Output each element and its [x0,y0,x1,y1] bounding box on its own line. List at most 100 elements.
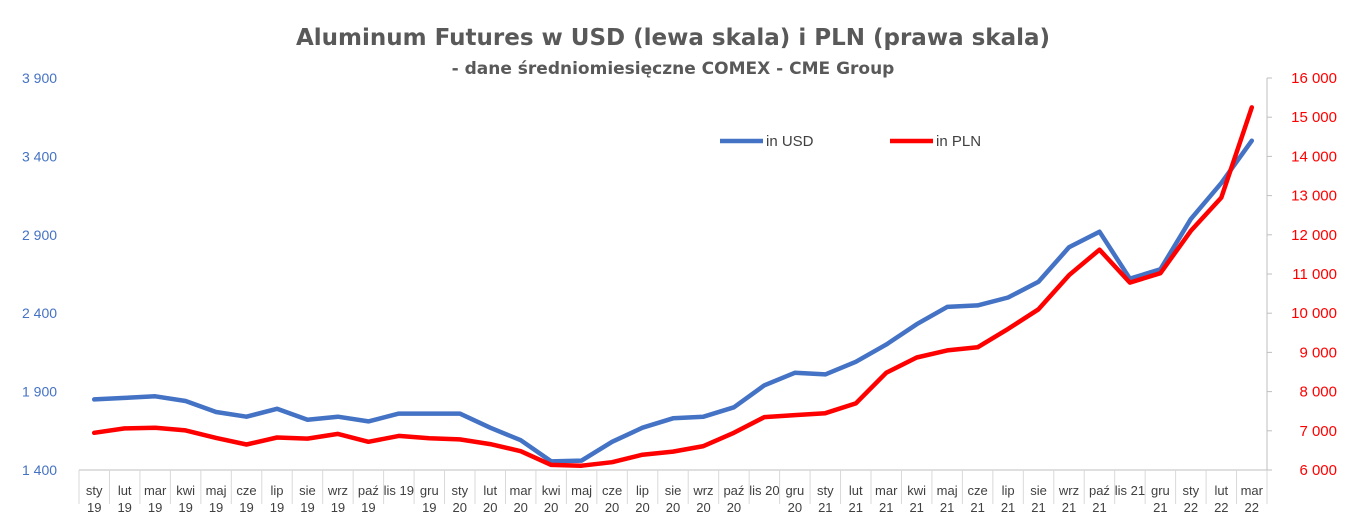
x-tick-label-year: 21 [940,500,954,515]
y-right-tick-label: 8 000 [1299,384,1337,401]
x-tick-label-year: 20 [453,500,467,515]
legend: in USD in PLN [720,133,981,150]
x-tick-label: lut [118,483,132,498]
x-tick-label: wrz [692,483,713,498]
x-tick-label-year: 22 [1245,500,1259,515]
x-tick-label: sty [86,483,103,498]
y-right-tick-label: 16 000 [1291,70,1337,87]
y-left-tick-label: 3 400 [22,148,57,164]
x-tick-label: lut [1214,483,1228,498]
x-tick-label: lip [270,483,283,498]
x-tick-label-year: 20 [788,500,802,515]
x-tick-label: sie [1030,483,1047,498]
x-tick-label-year: 19 [300,500,314,515]
x-tick-label-year: 20 [513,500,527,515]
x-tick-label: paź [723,483,744,498]
x-tick-label-year: 20 [574,500,588,515]
x-tick-label: mar [875,483,898,498]
x-tick-label-year: 20 [605,500,619,515]
y-left-tick-label: 1 400 [22,462,57,478]
x-tick-label: gru [785,483,804,498]
x-tick-label-year: 20 [635,500,649,515]
x-tick-label: lis 21 [1115,483,1145,498]
x-tick-label-year: 19 [331,500,345,515]
x-tick-label: lis 19 [384,483,414,498]
y-right-tick-label: 11 000 [1292,266,1337,283]
x-tick-label: cze [967,483,987,498]
x-tick-label-year: 19 [87,500,101,515]
x-tick-label: gru [420,483,439,498]
x-tick-label-year: 21 [1092,500,1106,515]
x-tick-label: wrz [1058,483,1079,498]
y-right-tick-label: 9 000 [1299,344,1337,361]
y-right-tick-label: 14 000 [1291,148,1337,165]
x-tick-label: mar [1241,483,1264,498]
x-tick-label-year: 21 [879,500,893,515]
x-tick-label-year: 21 [970,500,984,515]
y-left-tick-label: 1 900 [22,384,57,400]
x-tick-label: maj [937,483,958,498]
x-tick-label: cze [602,483,622,498]
x-tick-label: lut [849,483,863,498]
x-tick-label-year: 20 [727,500,741,515]
x-tick-label-year: 19 [148,500,162,515]
x-tick-label-year: 21 [909,500,923,515]
x-tick-label-year: 19 [422,500,436,515]
x-tick-label-year: 19 [209,500,223,515]
x-tick-label: sty [1183,483,1200,498]
x-tick-label: mar [144,483,167,498]
x-tick-label: mar [509,483,532,498]
x-tick-label: wrz [327,483,348,498]
y-right-tick-label: 6 000 [1299,462,1337,479]
y-left-tick-label: 2 900 [22,227,57,243]
x-tick-label: lis 20 [749,483,779,498]
x-tick-label-year: 19 [178,500,192,515]
x-tick-label: lut [483,483,497,498]
x-tick-label-year: 21 [1153,500,1167,515]
x-tick-label: paź [1089,483,1110,498]
x-tick-label: cze [236,483,256,498]
x-tick-label: maj [206,483,227,498]
series-line-pln [91,105,1255,468]
x-tick-label: sie [665,483,682,498]
x-tick-label: lip [636,483,649,498]
x-tick-label-year: 19 [239,500,253,515]
y-right-tick-label: 7 000 [1299,423,1337,440]
series-layer [91,105,1255,468]
y-left-tick-label: 2 400 [22,305,57,321]
x-tick-label-year: 21 [849,500,863,515]
x-tick-label-year: 21 [1062,500,1076,515]
x-tick-label: kwi [176,483,195,498]
x-tick-label-year: 21 [1001,500,1015,515]
x-tick-label: gru [1151,483,1170,498]
x-tick-label-year: 22 [1214,500,1228,515]
x-tick-label-year: 22 [1184,500,1198,515]
legend-label-usd: in USD [766,133,814,150]
x-tick-label: paź [358,483,379,498]
x-tick-label: lip [1002,483,1015,498]
x-tick-label-year: 21 [818,500,832,515]
y-right-tick-label: 13 000 [1291,188,1337,205]
x-tick-label-year: 20 [666,500,680,515]
series-line-usd [91,138,1255,464]
x-tick-label-year: 20 [483,500,497,515]
x-tick-label: sty [817,483,834,498]
legend-label-pln: in PLN [936,133,981,150]
x-tick-label-year: 20 [544,500,558,515]
x-tick-label: kwi [542,483,561,498]
y-right-tick-label: 15 000 [1291,109,1337,126]
axes: sty 19 lut 19 mar 19 kwi 19 maj 19 cze 19 lip 19 sie 19… [22,70,1337,515]
chart-title: Aluminum Futures w USD (lewa skala) i PL… [296,25,1050,51]
x-tick-label: sie [299,483,316,498]
x-tick-label-year: 21 [1031,500,1045,515]
x-tick-label-year: 19 [117,500,131,515]
x-tick-label-year: 19 [270,500,284,515]
y-right-tick-label: 10 000 [1291,305,1337,322]
x-tick-label-year: 19 [361,500,375,515]
x-tick-label-year: 20 [696,500,710,515]
x-tick-label: kwi [907,483,926,498]
x-tick-label: sty [451,483,468,498]
chart-subtitle: - dane średniomiesięczne COMEX - CME Gro… [452,59,895,79]
x-tick-label: maj [571,483,592,498]
